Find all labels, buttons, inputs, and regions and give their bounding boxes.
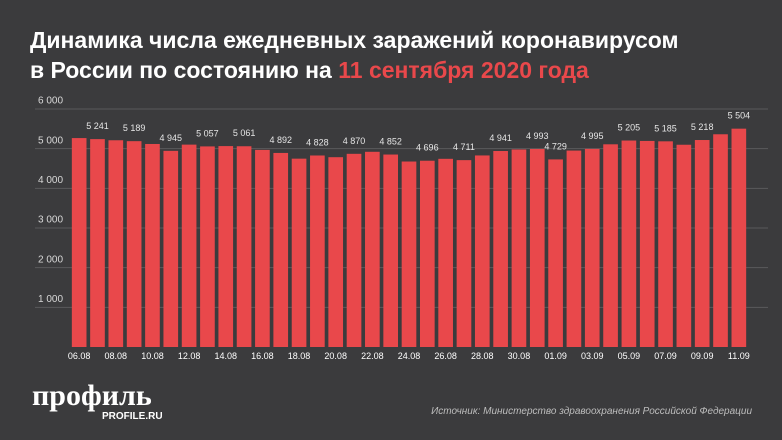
x-tick-label: 09.09 xyxy=(691,351,714,361)
x-tick-label: 10.08 xyxy=(141,351,164,361)
x-tick-label: 30.08 xyxy=(508,351,531,361)
value-label: 4 945 xyxy=(160,133,183,143)
bar xyxy=(126,141,142,347)
value-label: 4 892 xyxy=(269,135,292,145)
value-label: 4 729 xyxy=(544,141,567,151)
bar xyxy=(71,138,87,347)
value-label: 5 205 xyxy=(618,123,641,133)
value-label: 5 185 xyxy=(654,123,677,133)
x-tick-label: 20.08 xyxy=(324,351,347,361)
bar xyxy=(474,155,490,347)
bar xyxy=(218,146,234,347)
bar xyxy=(438,158,453,347)
bar xyxy=(548,159,563,347)
bar xyxy=(236,146,252,347)
plot: 1 000 2 000 3 000 4 000 5 000 6 000 06.08 5 241… xyxy=(35,96,768,361)
logo: профиль xyxy=(32,379,152,412)
bar xyxy=(658,141,673,347)
title-highlight: 11 сентября 2020 года xyxy=(338,57,589,83)
x-tick-label: 12.08 xyxy=(178,351,201,361)
value-label: 4 711 xyxy=(453,142,475,152)
chart-title: Динамика числа ежедневных заражений коро… xyxy=(30,27,679,53)
bar xyxy=(639,140,655,347)
bar xyxy=(731,128,747,347)
bar xyxy=(108,140,124,347)
x-tick-label: 24.08 xyxy=(398,351,421,361)
value-label: 5 504 xyxy=(728,111,751,121)
bar xyxy=(365,151,380,347)
bar xyxy=(328,157,344,347)
x-tick-label: 08.08 xyxy=(105,351,128,361)
bar xyxy=(419,160,435,347)
bar xyxy=(255,149,270,347)
y-tick-label: 1 000 xyxy=(38,294,63,305)
bar xyxy=(694,140,710,347)
bar xyxy=(529,148,545,347)
value-label: 4 696 xyxy=(416,143,439,153)
x-tick-label: 22.08 xyxy=(361,351,384,361)
x-tick-label: 14.08 xyxy=(214,351,237,361)
value-label: 5 189 xyxy=(123,123,146,133)
bar xyxy=(310,155,325,347)
y-tick-label: 2 000 xyxy=(38,254,63,265)
bar xyxy=(163,150,179,347)
x-tick-label: 18.08 xyxy=(288,351,311,361)
x-tick-label: 01.09 xyxy=(544,351,567,361)
value-label: 4 828 xyxy=(306,137,329,147)
bar xyxy=(584,148,600,347)
y-tick-label: 4 000 xyxy=(38,175,63,186)
bar xyxy=(713,134,728,347)
bar xyxy=(273,152,289,347)
x-tick-label: 28.08 xyxy=(471,351,494,361)
x-tick-label: 16.08 xyxy=(251,351,274,361)
value-label: 4 852 xyxy=(379,137,402,147)
x-tick-label: 26.08 xyxy=(434,351,457,361)
bar xyxy=(346,153,362,347)
value-label: 4 941 xyxy=(489,133,512,143)
x-tick-label: 11.09 xyxy=(728,351,750,361)
value-label: 4 993 xyxy=(526,131,549,141)
value-label: 5 218 xyxy=(691,122,714,132)
y-tick-label: 6 000 xyxy=(38,96,63,107)
bar xyxy=(200,146,215,347)
y-tick-label: 3 000 xyxy=(38,215,63,226)
x-tick-label: 07.09 xyxy=(654,351,677,361)
bar xyxy=(383,154,399,347)
bar xyxy=(566,150,582,347)
y-tick-label: 5 000 xyxy=(38,135,63,146)
bar xyxy=(456,160,472,347)
chart-title: в России по состоянию на 11 сентября 202… xyxy=(30,57,589,83)
value-label: 5 241 xyxy=(86,121,109,131)
source: Источник: Министерство здравоохранения Р… xyxy=(431,406,752,417)
x-tick-label: 05.09 xyxy=(618,351,641,361)
bar xyxy=(90,139,105,347)
logo-url: PROFILE.RU xyxy=(102,411,163,422)
value-label: 5 061 xyxy=(233,128,256,138)
bar xyxy=(603,144,618,347)
value-label: 4 995 xyxy=(581,131,604,141)
bar xyxy=(181,144,197,347)
bar xyxy=(145,143,160,347)
title-text: в России по состоянию на xyxy=(30,57,332,83)
bar xyxy=(511,149,527,347)
bar xyxy=(676,144,692,347)
x-tick-label: 06.08 xyxy=(68,351,91,361)
bar xyxy=(493,151,508,347)
bar xyxy=(291,158,307,347)
bar xyxy=(621,140,637,347)
x-tick-label: 03.09 xyxy=(581,351,604,361)
bar xyxy=(401,161,417,347)
value-label: 5 057 xyxy=(196,128,219,138)
value-label: 4 870 xyxy=(343,136,366,146)
